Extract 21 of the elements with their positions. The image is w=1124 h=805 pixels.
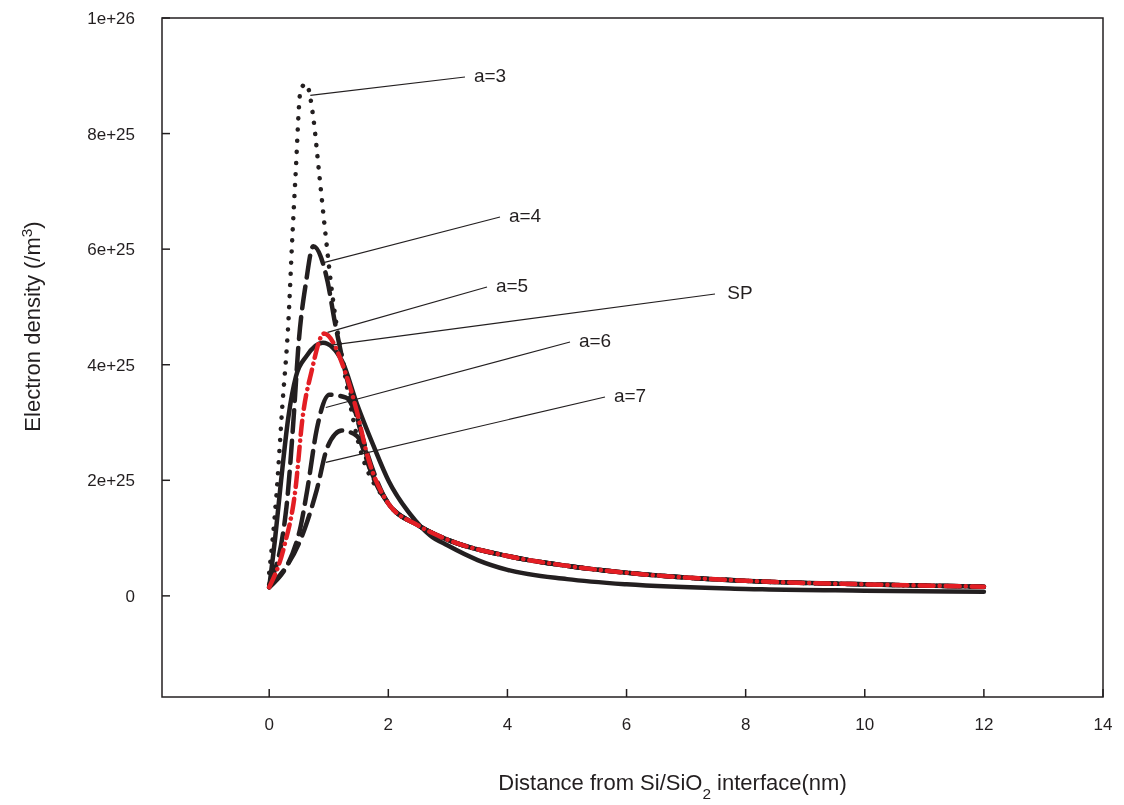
x-tick-label: 4 (502, 715, 513, 734)
y-tick-label: 1e+26 (87, 9, 135, 28)
x-tick-label: 6 (621, 715, 632, 734)
y-tick-label: 2e+25 (87, 471, 135, 491)
annotation: a=7 (613, 385, 647, 406)
annotation: a=5 (495, 275, 529, 296)
x-tick-label: 12 (974, 715, 994, 734)
x-tick-label: 8 (740, 715, 751, 734)
x-tick-label: 0 (264, 715, 274, 734)
annotation: a=4 (508, 205, 542, 226)
annotation: SP (727, 282, 753, 303)
y-tick-label: 0 (125, 586, 135, 606)
x-axis-title: Distance from Si/SiO$_{2}$ interface(nm) (498, 770, 847, 802)
annotation: a=6 (578, 330, 612, 351)
y-tick-label: 4e+25 (87, 355, 135, 375)
x-tick-label: 10 (855, 715, 875, 734)
x-tick-label: 2 (383, 715, 394, 734)
y-tick-label: 8e+25 (87, 124, 135, 144)
y-tick-label: 6e+25 (87, 240, 135, 260)
x-tick-label: 14 (1093, 715, 1113, 734)
annotation: a=3 (473, 65, 507, 86)
